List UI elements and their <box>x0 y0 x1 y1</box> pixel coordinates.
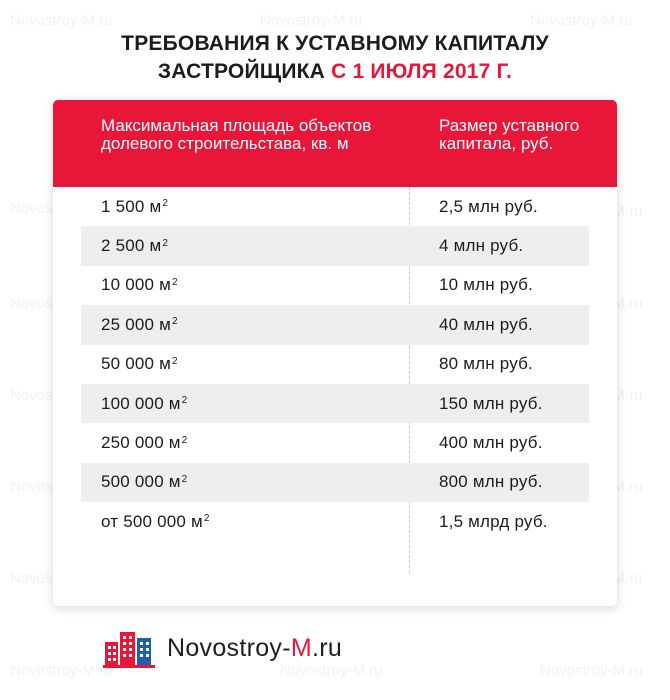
capital-cell: 40 млн руб. <box>439 314 533 334</box>
column-divider <box>409 187 410 573</box>
capital-cell: 1,5 млрд руб. <box>439 511 548 531</box>
title-line-2: ЗАСТРОЙЩИКА С 1 ИЮЛЯ 2017 Г. <box>0 58 670 86</box>
capital-cell: 4 млн руб. <box>439 236 524 256</box>
table-header: Максимальная площадь объектов долевого с… <box>53 100 617 187</box>
area-unit-superscript: 2 <box>162 237 169 249</box>
buildings-icon <box>103 632 155 668</box>
logo-text: Novostroy-M.ru <box>167 633 343 662</box>
capital-cell: 800 млн руб. <box>439 472 543 492</box>
area-unit-superscript: 2 <box>181 473 188 485</box>
watermark-text: Novostroy-M.ru <box>260 12 363 29</box>
title-line-2-prefix: ЗАСТРОЙЩИКА <box>157 60 326 83</box>
title-date-accent: С 1 ИЮЛЯ 2017 Г. <box>331 60 513 83</box>
watermark-text: Novostroy-M.ru <box>10 12 113 29</box>
capital-cell: 80 млн руб. <box>439 354 533 374</box>
watermark-text: Novostroy-M.ru <box>530 12 633 29</box>
title-line-1: ТРЕБОВАНИЯ К УСТАВНОМУ КАПИТАЛУ <box>121 32 549 55</box>
capital-cell: 10 млн руб. <box>439 275 533 295</box>
watermark-text: Novostroy-M.ru <box>540 662 643 679</box>
header-capital-column: Размер уставного капитала, руб. <box>439 116 580 153</box>
header-area-column: Максимальная площадь объектов долевого с… <box>101 116 372 153</box>
capital-cell: 400 млн руб. <box>439 433 543 453</box>
area-unit-superscript: 2 <box>162 198 169 210</box>
novostroy-logo: Novostroy-M.ru <box>103 628 342 668</box>
capital-cell: 2,5 млн руб. <box>439 196 538 216</box>
area-unit-superscript: 2 <box>181 434 188 446</box>
page-title: ТРЕБОВАНИЯ К УСТАВНОМУ КАПИТАЛУ ЗАСТРОЙЩ… <box>0 30 670 86</box>
area-unit-superscript: 2 <box>203 513 210 525</box>
area-unit-superscript: 2 <box>172 276 178 288</box>
area-unit-superscript: 2 <box>172 355 178 367</box>
watermark-text: Novostroy-M.ru <box>10 662 113 679</box>
area-unit-superscript: 2 <box>181 395 188 407</box>
area-unit-superscript: 2 <box>172 316 178 328</box>
capital-cell: 150 млн руб. <box>439 393 543 413</box>
capital-requirements-table: Максимальная площадь объектов долевого с… <box>53 100 617 606</box>
